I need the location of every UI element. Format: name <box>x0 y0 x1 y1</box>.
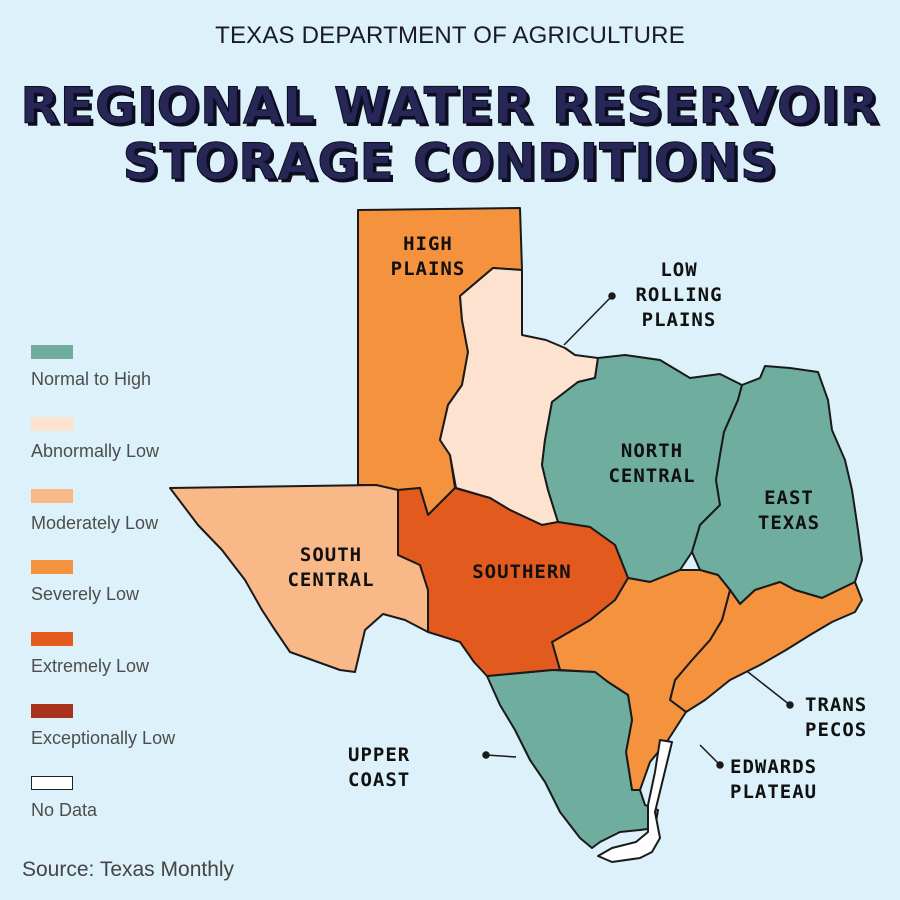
region-label-line: NORTH <box>621 440 683 462</box>
region-label-line: HIGH <box>403 233 453 255</box>
legend-swatch <box>31 488 73 503</box>
legend-swatch <box>31 775 73 790</box>
legend-swatch <box>31 416 73 431</box>
region-label-line: SOUTH <box>300 544 362 566</box>
region-label-line: EDWARDS <box>730 756 817 778</box>
region-label-line: PLAINS <box>642 309 717 331</box>
legend-label: Normal to High <box>31 369 152 389</box>
region-label-line: TRANS <box>805 694 867 716</box>
region-label-line: UPPER <box>348 744 410 766</box>
legend-label: No Data <box>31 799 98 820</box>
legend-label: Extremely Low <box>31 656 150 677</box>
coastal-islands <box>597 739 673 863</box>
region-label-line: CENTRAL <box>287 569 374 591</box>
region-edwards-plateau[interactable] <box>397 487 629 677</box>
legend-label: Abnormally Low <box>31 440 160 461</box>
region-label-line: COAST <box>348 769 410 791</box>
legend-swatch <box>31 560 73 575</box>
legend-swatch <box>31 345 73 359</box>
region-label: LOW ROLLING PLAINS <box>635 259 722 331</box>
legend-swatch <box>31 703 73 718</box>
region-label: UPPER COAST <box>348 744 410 791</box>
map-title: REGIONAL WATER RESERVOIR STORAGE CONDITI… <box>0 77 900 191</box>
legend-label: Moderately Low <box>31 512 159 533</box>
region-label-line: CENTRAL <box>608 465 695 487</box>
source-credit: Source: Texas Monthly <box>22 858 235 881</box>
legend-label: Severely Low <box>31 584 140 605</box>
region-label: TRANS PECOS <box>805 694 867 741</box>
map-title-line-1: REGIONAL WATER RESERVOIR <box>20 77 880 135</box>
region-label: NORTH CENTRAL <box>608 440 695 487</box>
legend-swatch <box>31 632 73 647</box>
region-label: EAST TEXAS <box>758 487 820 534</box>
legend-label: Exceptionally Low <box>31 727 176 748</box>
region-label-line: ROLLING <box>635 284 722 306</box>
region-label-line: TEXAS <box>758 512 820 534</box>
agency-name: TEXAS DEPARTMENT OF AGRICULTURE <box>215 22 685 49</box>
region-label-line: EAST <box>764 487 814 509</box>
region-north-central[interactable] <box>541 354 743 583</box>
region-label-line: LOW <box>660 259 697 281</box>
region-label-line: PLAINS <box>391 258 466 280</box>
map-title-line-2: STORAGE CONDITIONS <box>122 133 778 191</box>
region-label: SOUTHERN <box>472 561 572 583</box>
region-label: EDWARDS PLATEAU <box>730 756 817 803</box>
region-label-line: SOUTHERN <box>472 561 572 583</box>
region-label-line: PLATEAU <box>730 781 817 803</box>
region-label: HIGH PLAINS <box>391 233 466 280</box>
region-label-line: PECOS <box>805 719 867 741</box>
region-label: SOUTH CENTRAL <box>287 544 374 591</box>
